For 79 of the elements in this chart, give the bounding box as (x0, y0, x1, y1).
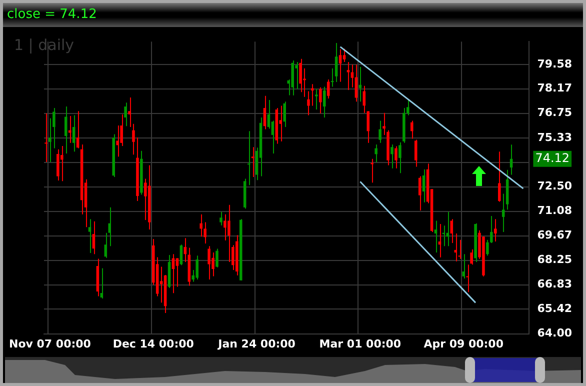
candlestick (116, 124, 119, 158)
candlestick (322, 86, 326, 118)
candlestick (338, 48, 342, 82)
candlestick (498, 151, 501, 202)
y-tick-label: 69.67 (537, 228, 572, 242)
candlestick (330, 68, 334, 88)
candlestick (390, 144, 394, 169)
candlestick (398, 142, 402, 174)
y-tick-label: 65.42 (537, 302, 572, 316)
candlestick (60, 146, 64, 182)
y-tick-label: 66.83 (537, 278, 572, 291)
candlestick (200, 214, 202, 238)
candlestick (490, 216, 493, 244)
candlestick (72, 114, 76, 152)
candlestick (354, 64, 358, 102)
candlestick (450, 218, 454, 244)
chart-title: close = 74.12 (7, 7, 97, 22)
y-tick-label: 78.17 (537, 82, 572, 95)
x-tick-label: Mar 01 00:00 (319, 337, 402, 350)
candlestick (216, 248, 218, 268)
candlestick (307, 90, 310, 116)
candlestick (283, 101, 286, 128)
x-tick-label: Apr 09 00:00 (424, 337, 504, 350)
candlestick (470, 248, 473, 266)
chart-subtitle: 1 | daily (14, 36, 74, 54)
candlestick (132, 123, 135, 156)
candlestick (466, 264, 469, 293)
candlestick (502, 193, 505, 232)
candlestick (92, 220, 96, 255)
candlestick (279, 105, 282, 142)
candlestick (295, 62, 298, 90)
candlestick (56, 148, 60, 181)
candlestick (434, 220, 438, 254)
y-tick-label: 68.25 (537, 253, 572, 266)
candlestick (378, 120, 382, 144)
candlestick (414, 139, 418, 168)
candlestick (454, 233, 458, 262)
candlestick (176, 258, 179, 288)
candlestick (374, 144, 378, 163)
x-tick-label: Jan 24 00:00 (217, 337, 296, 350)
candlestick (144, 178, 147, 221)
candlestick (410, 120, 414, 140)
candlestick (180, 244, 183, 266)
candlestick (370, 158, 374, 184)
candlestick (342, 48, 346, 62)
candlestick (108, 206, 112, 247)
candlestick (196, 255, 199, 280)
candlestick (334, 42, 338, 83)
candlestick (311, 84, 314, 106)
candlestick (172, 254, 175, 294)
candlestick (128, 96, 131, 128)
candlestick (326, 78, 330, 99)
candlestick (44, 112, 48, 162)
candlestick (208, 246, 210, 280)
candlestick (299, 58, 302, 93)
y-tick-label: 79.58 (537, 57, 572, 70)
candlestick (224, 214, 226, 241)
candlestick (319, 86, 322, 114)
y-tick-label: 75.33 (537, 130, 572, 144)
candlestick (100, 268, 104, 300)
candlestick (418, 176, 422, 212)
candlestick (394, 146, 398, 169)
candlestick (247, 130, 250, 186)
y-tick-label: 71.08 (537, 204, 572, 218)
x-tick-label: Dec 14 00:00 (112, 337, 194, 350)
candlestick (494, 218, 497, 242)
candlestick (462, 254, 465, 279)
candlestick (486, 239, 489, 256)
text: 74.12 (535, 150, 570, 165)
candlestick (228, 204, 230, 263)
candlestick (64, 106, 68, 154)
x-tick-label: Nov 07 00:00 (9, 337, 92, 350)
y-tick-label: 76.75 (537, 106, 572, 120)
y-tick-label: 64.00 (537, 326, 572, 340)
y-tick-label: 72.50 (537, 180, 572, 193)
candlestick (124, 102, 127, 127)
candlestick (88, 218, 92, 254)
candlestick (315, 88, 318, 110)
candlestick (220, 211, 222, 226)
